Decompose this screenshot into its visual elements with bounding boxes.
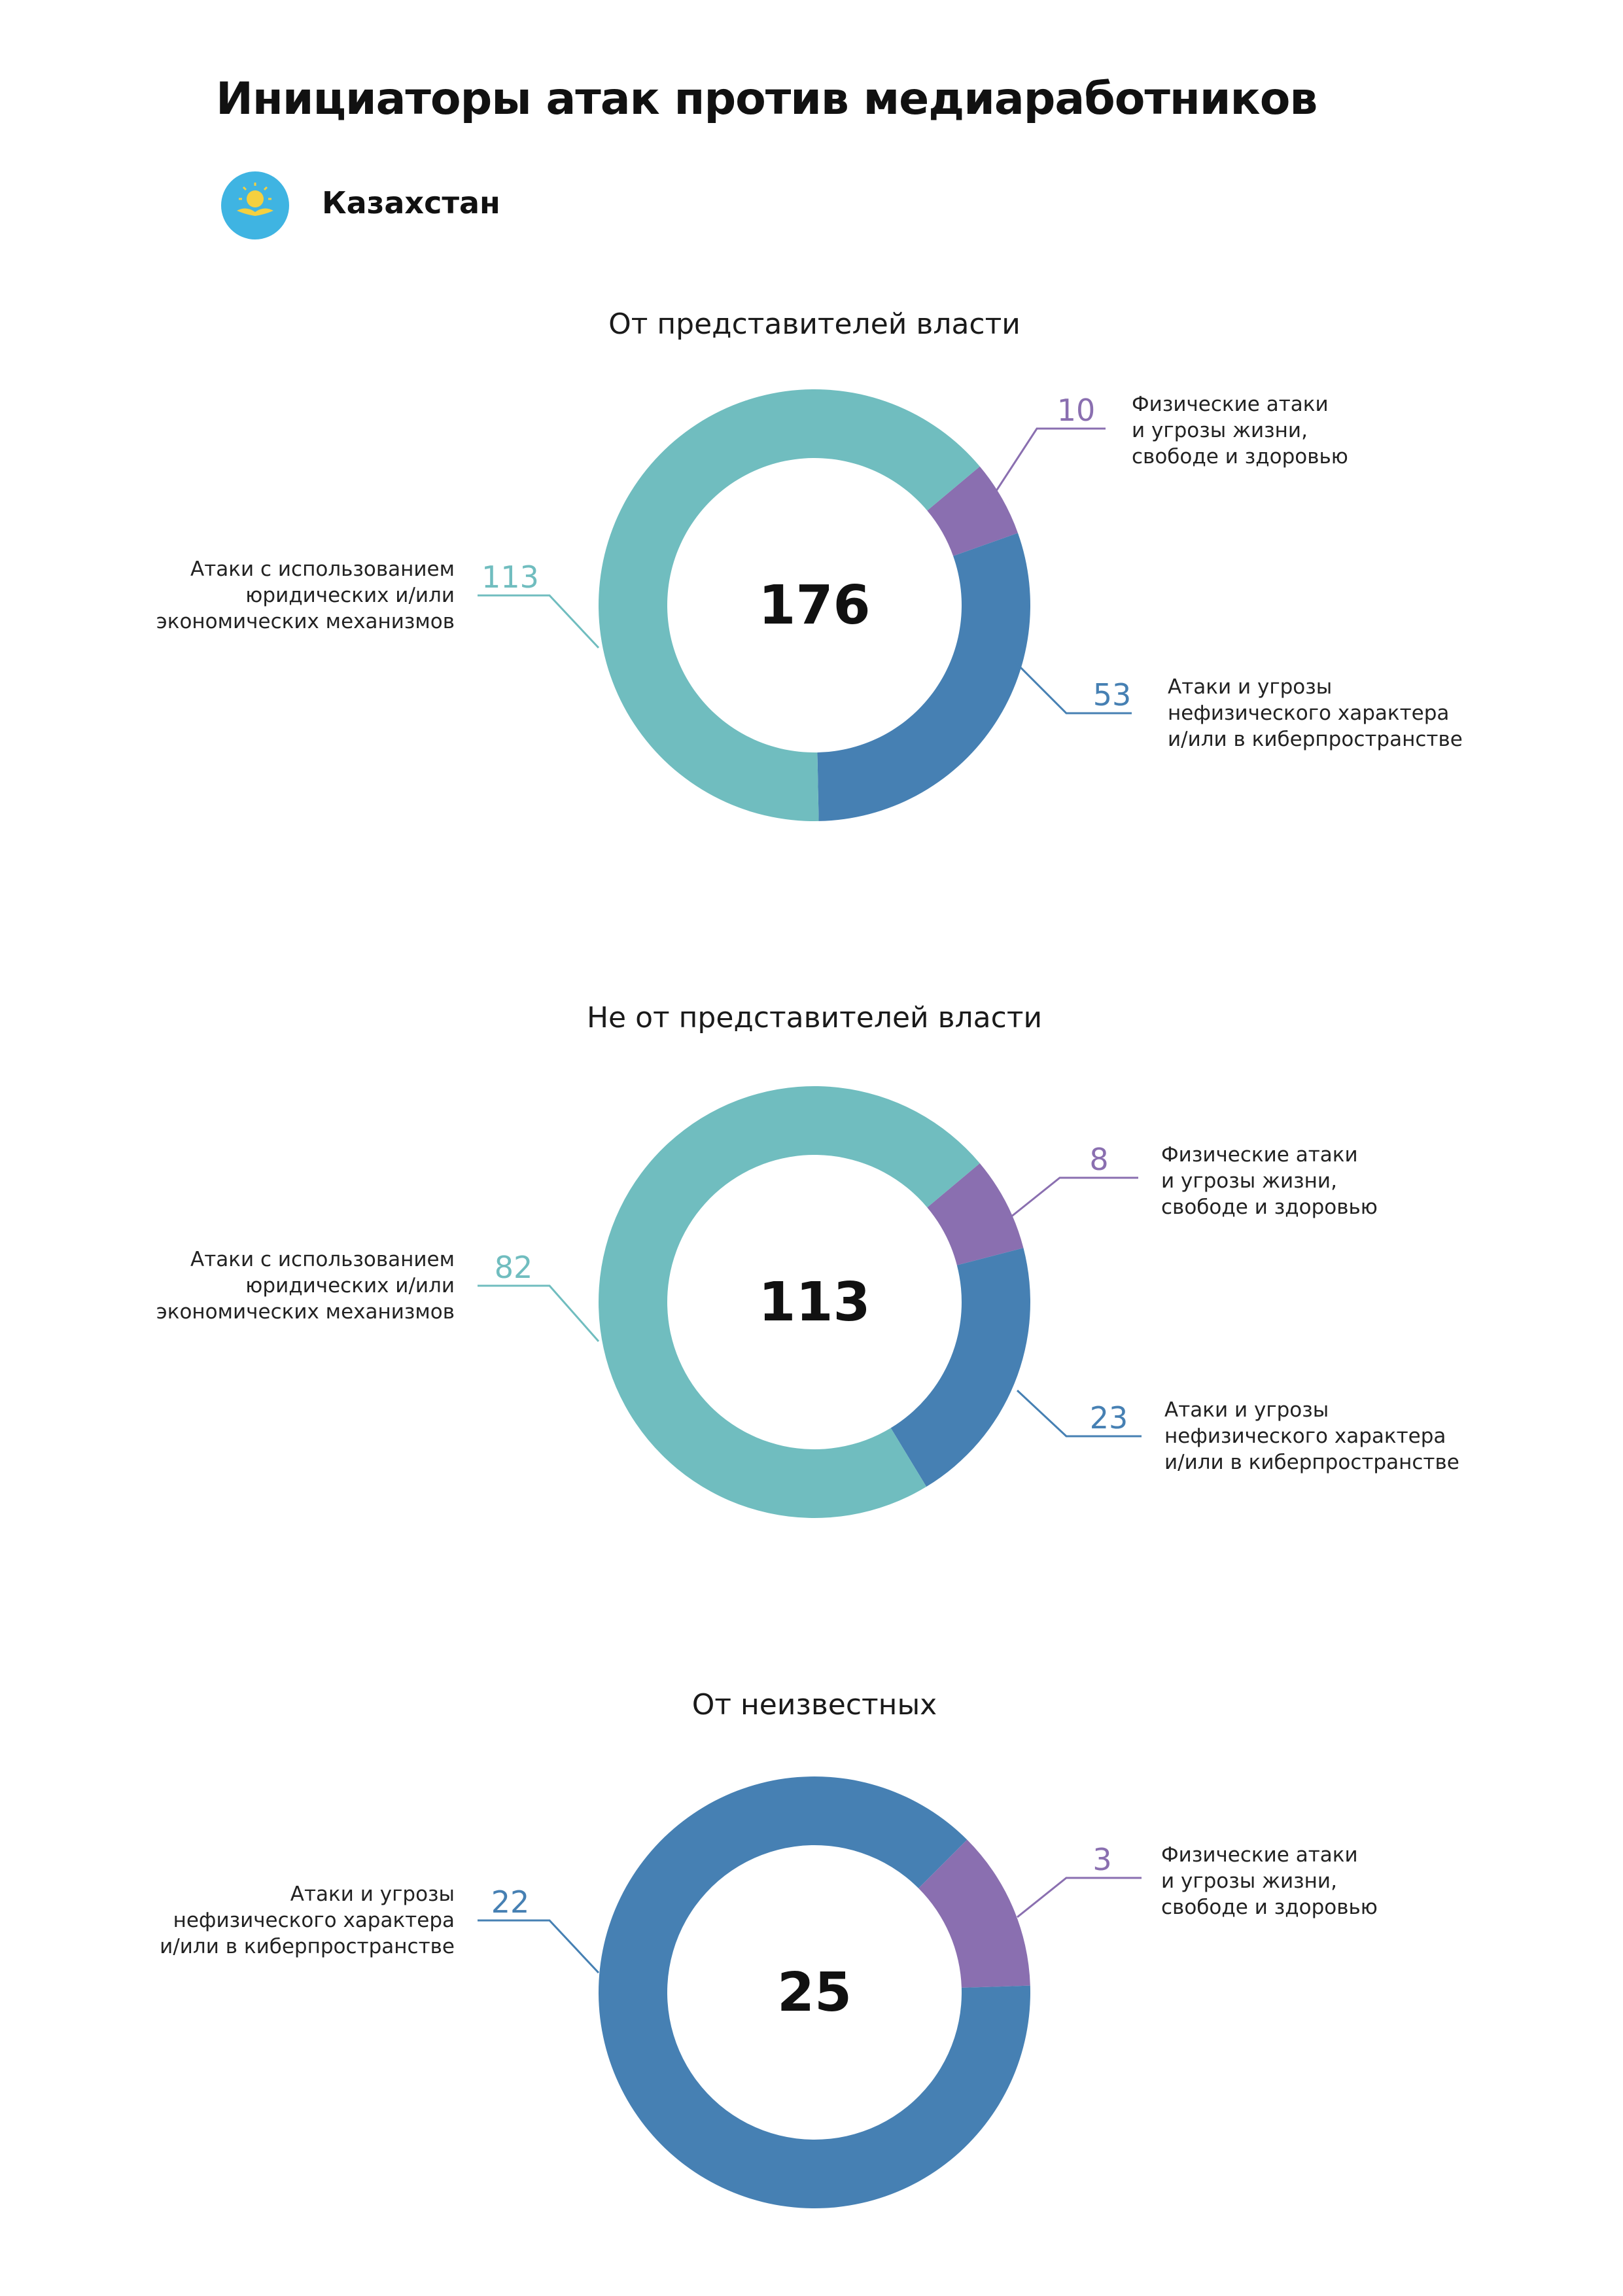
- series-label-line: Атаки с использованием: [190, 1248, 455, 1271]
- data-label: 3: [1092, 1842, 1111, 1877]
- series-label-line: юридических и/или: [245, 584, 455, 607]
- series-label-line: Физические атаки: [1132, 393, 1329, 416]
- flag-sun: [247, 190, 264, 207]
- series-label-line: и/или в киберпространстве: [1168, 728, 1463, 751]
- donut-slice-physical: [927, 1163, 1024, 1265]
- leader-line: [986, 427, 1106, 504]
- leader-line: [1013, 660, 1132, 715]
- series-label-line: Физические атаки: [1161, 1843, 1358, 1867]
- flag-sun-rays: [239, 183, 271, 200]
- series-label-line: юридических и/или: [245, 1274, 455, 1298]
- page-title: Инициаторы атак против медиаработников: [216, 73, 1318, 125]
- chart-title: Не от представителей власти: [587, 1001, 1042, 1034]
- series-label-line: свободе и здоровью: [1132, 445, 1348, 468]
- data-label: 10: [1057, 393, 1096, 428]
- series-label-line: свободе и здоровью: [1161, 1896, 1378, 1919]
- donut-slice-cyber: [890, 1248, 1030, 1487]
- leader-line: [1017, 1877, 1142, 1918]
- center-total: 113: [758, 1271, 870, 1333]
- leader-line: [478, 1919, 600, 1974]
- series-label-line: и угрозы жизни,: [1161, 1169, 1337, 1193]
- leader-line: [478, 1284, 600, 1342]
- leader-line: [1010, 1176, 1138, 1218]
- flag-eagle: [237, 208, 273, 216]
- donut-chart: Не от представителей власти 8 Физические а…: [156, 1001, 1459, 1518]
- leader-line: [478, 594, 600, 649]
- donut-slice-legal: [598, 1086, 980, 1518]
- series-label-line: экономических механизмов: [156, 610, 455, 633]
- kazakhstan-flag-icon: [221, 171, 289, 239]
- series-label-line: свободе и здоровью: [1161, 1195, 1378, 1219]
- series-label-line: и/или в киберпространстве: [160, 1935, 455, 1958]
- donut-slice-legal: [599, 389, 980, 821]
- series-label-line: Атаки с использованием: [190, 557, 455, 581]
- data-label: 53: [1093, 677, 1132, 713]
- series-label-line: Атаки и угрозы: [290, 1882, 455, 1906]
- center-total: 25: [777, 1962, 852, 2024]
- donut-slice-physical: [918, 1839, 1030, 1988]
- donut-chart: От представителей власти 10 Физические ата…: [156, 308, 1463, 821]
- series-label-line: Физические атаки: [1161, 1143, 1358, 1167]
- series-label-line: Атаки и угрозы: [1164, 1398, 1329, 1422]
- donut-slice-cyber: [817, 533, 1031, 821]
- series-label-line: нефизического характера: [173, 1909, 455, 1932]
- series-label-line: нефизического характера: [1168, 701, 1449, 725]
- series-label-line: экономических механизмов: [156, 1300, 455, 1324]
- data-label: 113: [481, 559, 539, 595]
- series-label-line: и угрозы жизни,: [1161, 1869, 1337, 1893]
- data-label: 8: [1089, 1142, 1108, 1177]
- series-label-line: и угрозы жизни,: [1132, 419, 1308, 442]
- chart-title: От неизвестных: [692, 1688, 937, 1722]
- leader-line: [1016, 1389, 1142, 1438]
- data-label: 23: [1090, 1400, 1128, 1436]
- series-label-line: нефизического характера: [1164, 1424, 1446, 1448]
- center-total: 176: [758, 574, 870, 637]
- donut-slice-cyber: [598, 1776, 1030, 2208]
- series-label-line: Атаки и угрозы: [1168, 675, 1332, 699]
- series-label-line: и/или в киберпространстве: [1164, 1451, 1459, 1474]
- country-name: Казахстан: [322, 185, 500, 221]
- data-label: 82: [495, 1250, 533, 1285]
- donut-slice-physical: [927, 466, 1018, 556]
- chart-title: От представителей власти: [608, 308, 1021, 341]
- data-label: 22: [491, 1884, 530, 1920]
